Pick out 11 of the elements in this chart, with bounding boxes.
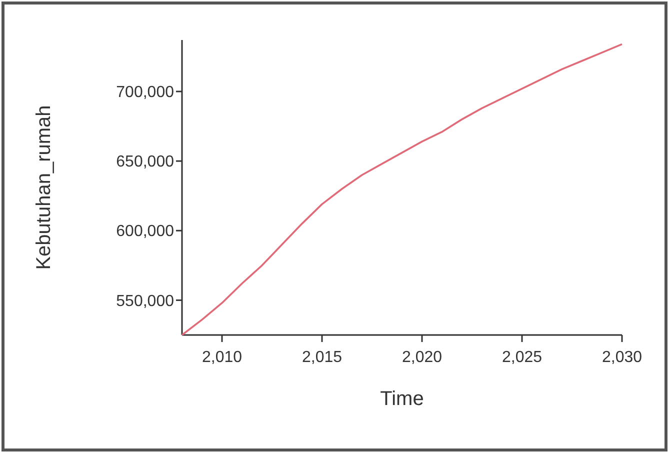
x-tick-label: 2,015	[302, 349, 342, 366]
x-tick-label: 2,030	[602, 349, 642, 366]
x-axis-title: Time	[380, 388, 424, 410]
y-tick-label: 550,000	[116, 292, 174, 310]
x-tick-label: 2,010	[202, 349, 242, 366]
y-axis-title: Kebutuhan_rumah	[33, 105, 55, 270]
x-tick-label: 2,020	[402, 349, 442, 366]
y-tick-label: 700,000	[116, 84, 174, 102]
y-tick-label: 600,000	[116, 223, 174, 240]
y-tick-label: 650,000	[116, 154, 174, 171]
x-tick-label: 2,025	[502, 349, 542, 366]
